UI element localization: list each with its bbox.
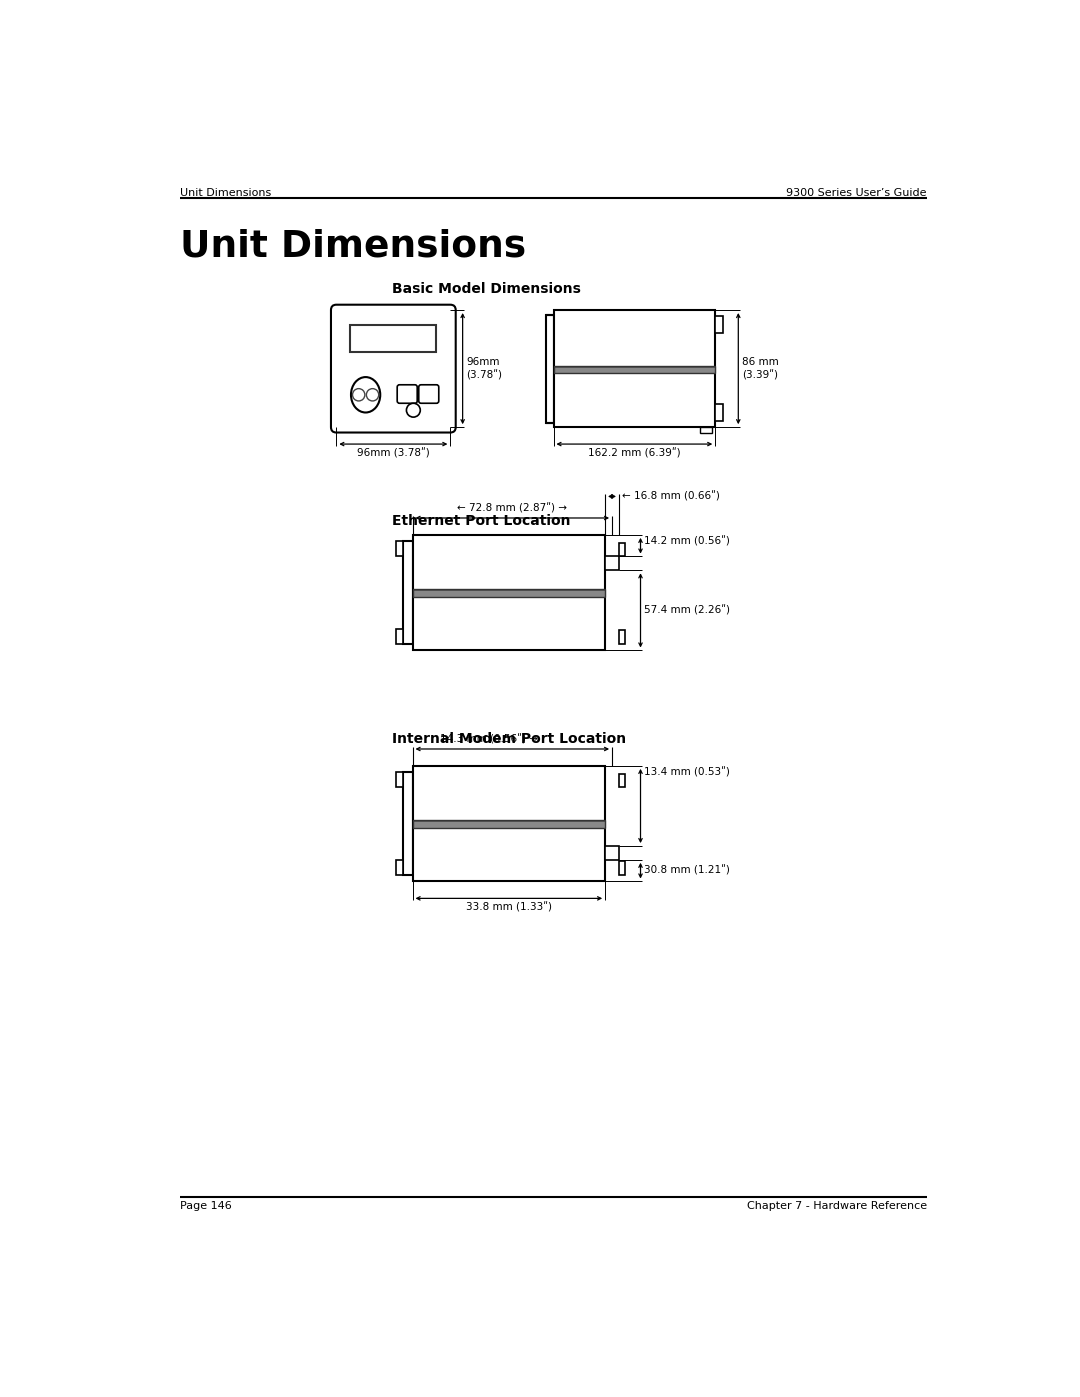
Bar bbox=[715, 316, 723, 334]
Bar bbox=[554, 366, 715, 373]
Bar bbox=[413, 588, 605, 591]
FancyBboxPatch shape bbox=[419, 384, 438, 404]
Bar bbox=[403, 541, 413, 644]
Bar bbox=[413, 535, 605, 651]
Bar bbox=[619, 630, 625, 644]
Bar bbox=[350, 326, 436, 352]
Bar bbox=[395, 773, 403, 788]
Bar bbox=[413, 591, 605, 597]
Bar bbox=[619, 542, 625, 556]
Text: 13.4 mm (0.53ʺ): 13.4 mm (0.53ʺ) bbox=[645, 767, 730, 777]
Text: 57.4 mm (2.26ʺ): 57.4 mm (2.26ʺ) bbox=[645, 605, 730, 616]
Text: 86 mm: 86 mm bbox=[742, 356, 779, 366]
Bar bbox=[395, 861, 403, 876]
Text: 96mm: 96mm bbox=[467, 356, 500, 366]
Bar bbox=[403, 773, 413, 876]
Ellipse shape bbox=[351, 377, 380, 412]
Text: Ethernet Port Location: Ethernet Port Location bbox=[392, 514, 570, 528]
Text: 14.2 mm (0.56ʺ): 14.2 mm (0.56ʺ) bbox=[645, 536, 730, 546]
Bar bbox=[395, 541, 403, 556]
Text: 9300 Series User’s Guide: 9300 Series User’s Guide bbox=[786, 189, 927, 198]
Bar bbox=[619, 774, 625, 788]
Bar bbox=[413, 820, 605, 823]
Text: Basic Model Dimensions: Basic Model Dimensions bbox=[392, 282, 581, 296]
Text: 30.8 mm (1.21ʺ): 30.8 mm (1.21ʺ) bbox=[645, 866, 730, 876]
Bar bbox=[554, 367, 715, 373]
Bar bbox=[715, 404, 723, 420]
Bar bbox=[554, 366, 715, 367]
Bar bbox=[413, 820, 605, 827]
Bar bbox=[545, 314, 554, 422]
Circle shape bbox=[352, 388, 365, 401]
Bar bbox=[395, 629, 403, 644]
Text: (3.78ʺ): (3.78ʺ) bbox=[467, 370, 502, 381]
FancyBboxPatch shape bbox=[397, 384, 417, 404]
Text: Page 146: Page 146 bbox=[180, 1201, 232, 1211]
FancyBboxPatch shape bbox=[330, 305, 456, 433]
Text: ← 16.8 mm (0.66ʺ): ← 16.8 mm (0.66ʺ) bbox=[622, 492, 720, 502]
Text: 162.2 mm (6.39ʺ): 162.2 mm (6.39ʺ) bbox=[588, 448, 680, 458]
Text: Unit Dimensions: Unit Dimensions bbox=[180, 228, 526, 264]
Bar bbox=[413, 823, 605, 827]
Bar bbox=[619, 862, 625, 876]
Circle shape bbox=[366, 388, 379, 401]
Text: Chapter 7 - Hardware Reference: Chapter 7 - Hardware Reference bbox=[747, 1201, 927, 1211]
Circle shape bbox=[406, 404, 420, 418]
Bar bbox=[605, 556, 619, 570]
Text: ← 72.8 mm (2.87ʺ) →: ← 72.8 mm (2.87ʺ) → bbox=[457, 503, 567, 514]
Text: Internal Modem Port Location: Internal Modem Port Location bbox=[392, 732, 626, 746]
Bar bbox=[605, 847, 619, 861]
Bar bbox=[413, 766, 605, 882]
Bar bbox=[700, 427, 712, 433]
Text: 33.8 mm (1.33ʺ): 33.8 mm (1.33ʺ) bbox=[465, 902, 552, 912]
Text: (3.39ʺ): (3.39ʺ) bbox=[742, 370, 779, 381]
Text: Unit Dimensions: Unit Dimensions bbox=[180, 189, 271, 198]
Bar bbox=[554, 310, 715, 427]
Bar bbox=[413, 588, 605, 597]
Text: 14.3 mm (0.56ʺ) →: 14.3 mm (0.56ʺ) → bbox=[441, 735, 538, 745]
Text: 96mm (3.78ʺ): 96mm (3.78ʺ) bbox=[357, 448, 430, 458]
